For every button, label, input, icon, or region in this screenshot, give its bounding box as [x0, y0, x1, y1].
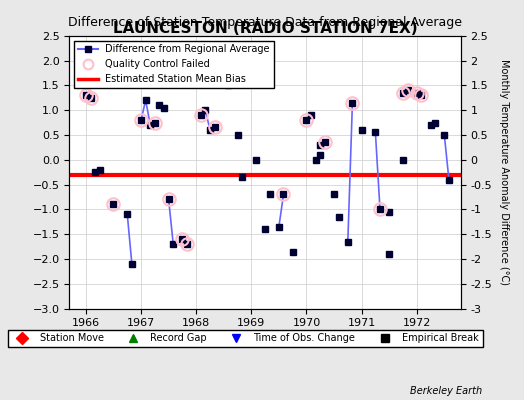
- Text: Difference of Station Temperature Data from Regional Average: Difference of Station Temperature Data f…: [68, 16, 462, 29]
- Title: LAUNCESTON (RADIO STATION 7EX): LAUNCESTON (RADIO STATION 7EX): [113, 21, 418, 36]
- Text: Berkeley Earth: Berkeley Earth: [410, 386, 482, 396]
- Y-axis label: Monthly Temperature Anomaly Difference (°C): Monthly Temperature Anomaly Difference (…: [499, 59, 509, 285]
- Legend: Station Move, Record Gap, Time of Obs. Change, Empirical Break: Station Move, Record Gap, Time of Obs. C…: [8, 330, 483, 347]
